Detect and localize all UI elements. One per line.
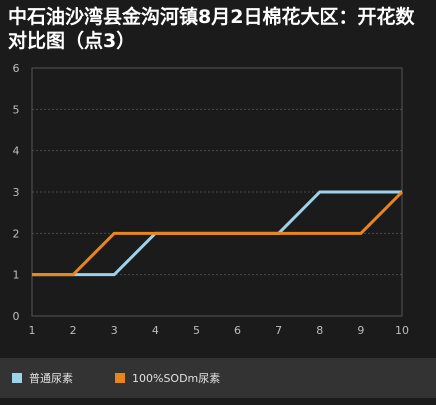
chart-legend: 普通尿素 100%SODm尿素 xyxy=(0,358,436,398)
legend-item-1: 普通尿素 xyxy=(12,370,73,386)
legend-item-2: 100%SODm尿素 xyxy=(115,370,220,386)
legend-label: 普通尿素 xyxy=(29,372,73,385)
x-tick-label: 4 xyxy=(152,324,159,337)
x-tick-label: 7 xyxy=(275,324,282,337)
legend-swatch xyxy=(12,373,22,383)
x-tick-label: 1 xyxy=(29,324,36,337)
y-tick-label: 5 xyxy=(13,103,20,116)
x-tick-label: 9 xyxy=(357,324,364,337)
x-tick-label: 2 xyxy=(70,324,77,337)
y-tick-label: 0 xyxy=(13,310,20,323)
series-line-2 xyxy=(32,190,404,277)
y-tick-label: 2 xyxy=(13,227,20,240)
y-tick-label: 3 xyxy=(13,186,20,199)
legend-label: 100%SODm尿素 xyxy=(132,372,221,385)
legend-swatch xyxy=(115,373,125,383)
y-tick-label: 1 xyxy=(13,269,20,282)
y-tick-label: 6 xyxy=(13,62,20,75)
x-tick-label: 10 xyxy=(395,324,409,337)
chart-title: 中石油沙湾县金沟河镇8月2日棉花大区：开花数对比图（点3） xyxy=(8,6,415,52)
x-tick-label: 3 xyxy=(111,324,118,337)
x-tick-label: 5 xyxy=(193,324,200,337)
x-tick-label: 8 xyxy=(316,324,323,337)
y-tick-label: 4 xyxy=(13,145,20,158)
x-tick-label: 6 xyxy=(234,324,241,337)
